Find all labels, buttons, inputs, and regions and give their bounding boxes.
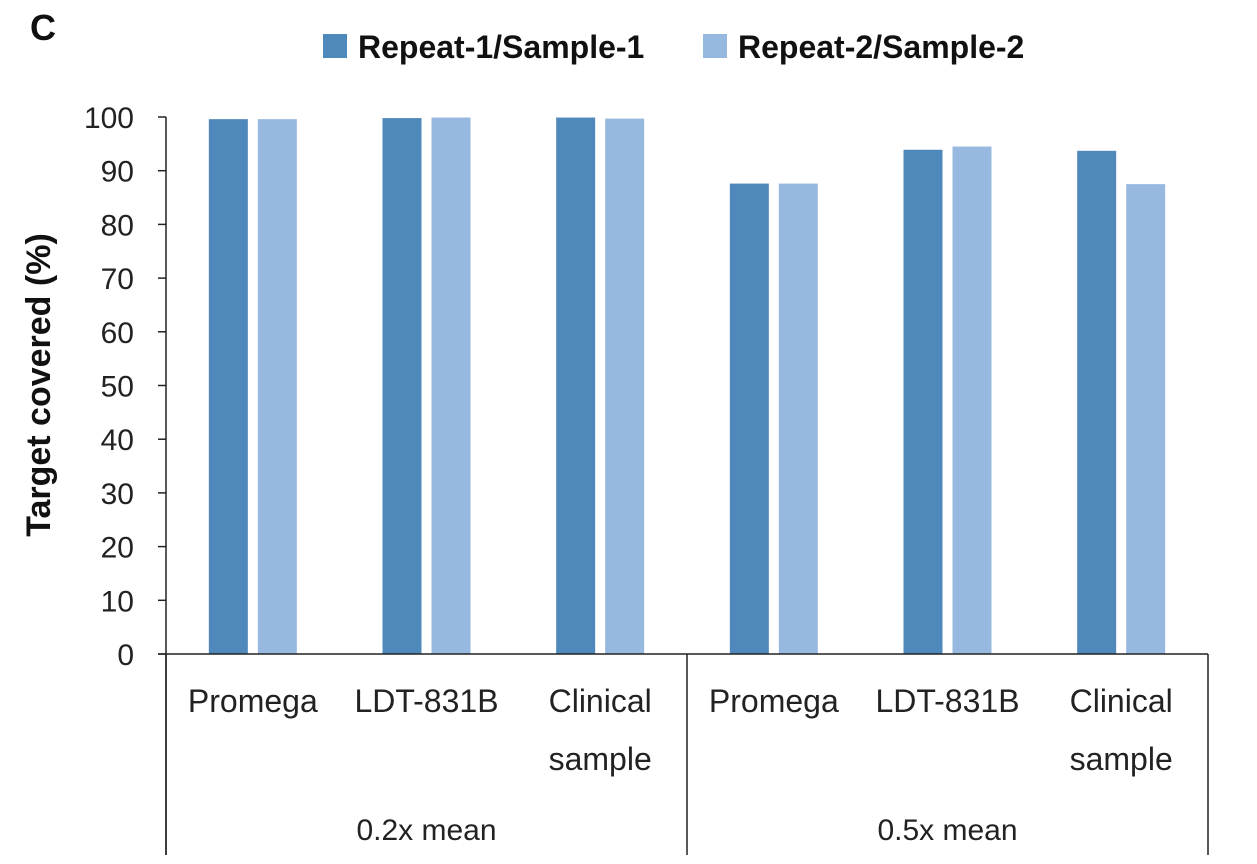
y-axis: 0 10 20 30 40 50 60 70 80 90 100 [84,102,167,855]
legend-swatch [323,34,347,58]
x-tick-label: LDT-831B [875,683,1019,719]
y-tick-label: 50 [101,371,134,404]
bar-1 [1077,150,1117,654]
group-label: 0.5x mean [877,814,1017,847]
x-tick-label: Clinical sample [549,683,652,777]
y-tick-label: 20 [101,532,134,565]
bar-2 [257,119,297,654]
bar-2 [952,146,992,654]
bar-1 [208,119,248,654]
group-label: 0.2x mean [356,814,496,847]
bar-1 [903,149,943,654]
y-tick-label: 10 [101,585,134,618]
x-tick-label: Promega [188,683,318,719]
y-tick-label: 40 [101,424,134,457]
bar-1 [556,117,596,655]
legend-label: Repeat-1/Sample-1 [358,29,644,65]
legend-label: Repeat-2/Sample-2 [738,29,1024,65]
x-tick-label: Promega [709,683,839,719]
bars [208,117,1166,655]
y-tick-label: 80 [101,209,134,242]
legend: Repeat-1/Sample-1 Repeat-2/Sample-2 [323,29,1024,65]
legend-swatch [703,34,727,58]
y-tick-label: 30 [101,478,134,511]
x-tick-label: LDT-831B [354,683,498,719]
x-axis: 0.2x mean 0.5x mean Promega LDT-831B Clinica… [158,653,1209,855]
bar-2 [431,117,471,655]
y-tick-label: 90 [101,156,134,189]
bar-2 [605,118,645,654]
bar-2 [1126,184,1166,654]
panel-label: C [30,7,56,48]
bar-2 [778,183,818,654]
x-tick-label: Clinical sample [1070,683,1173,777]
y-axis-title: Target covered (%) [20,233,58,537]
y-tick-label: 70 [101,263,134,296]
bar-1 [729,183,769,654]
y-tick-label: 100 [84,102,134,135]
y-tick-label: 60 [101,317,134,350]
y-tick-label: 0 [117,639,134,672]
bar-1 [382,118,422,655]
